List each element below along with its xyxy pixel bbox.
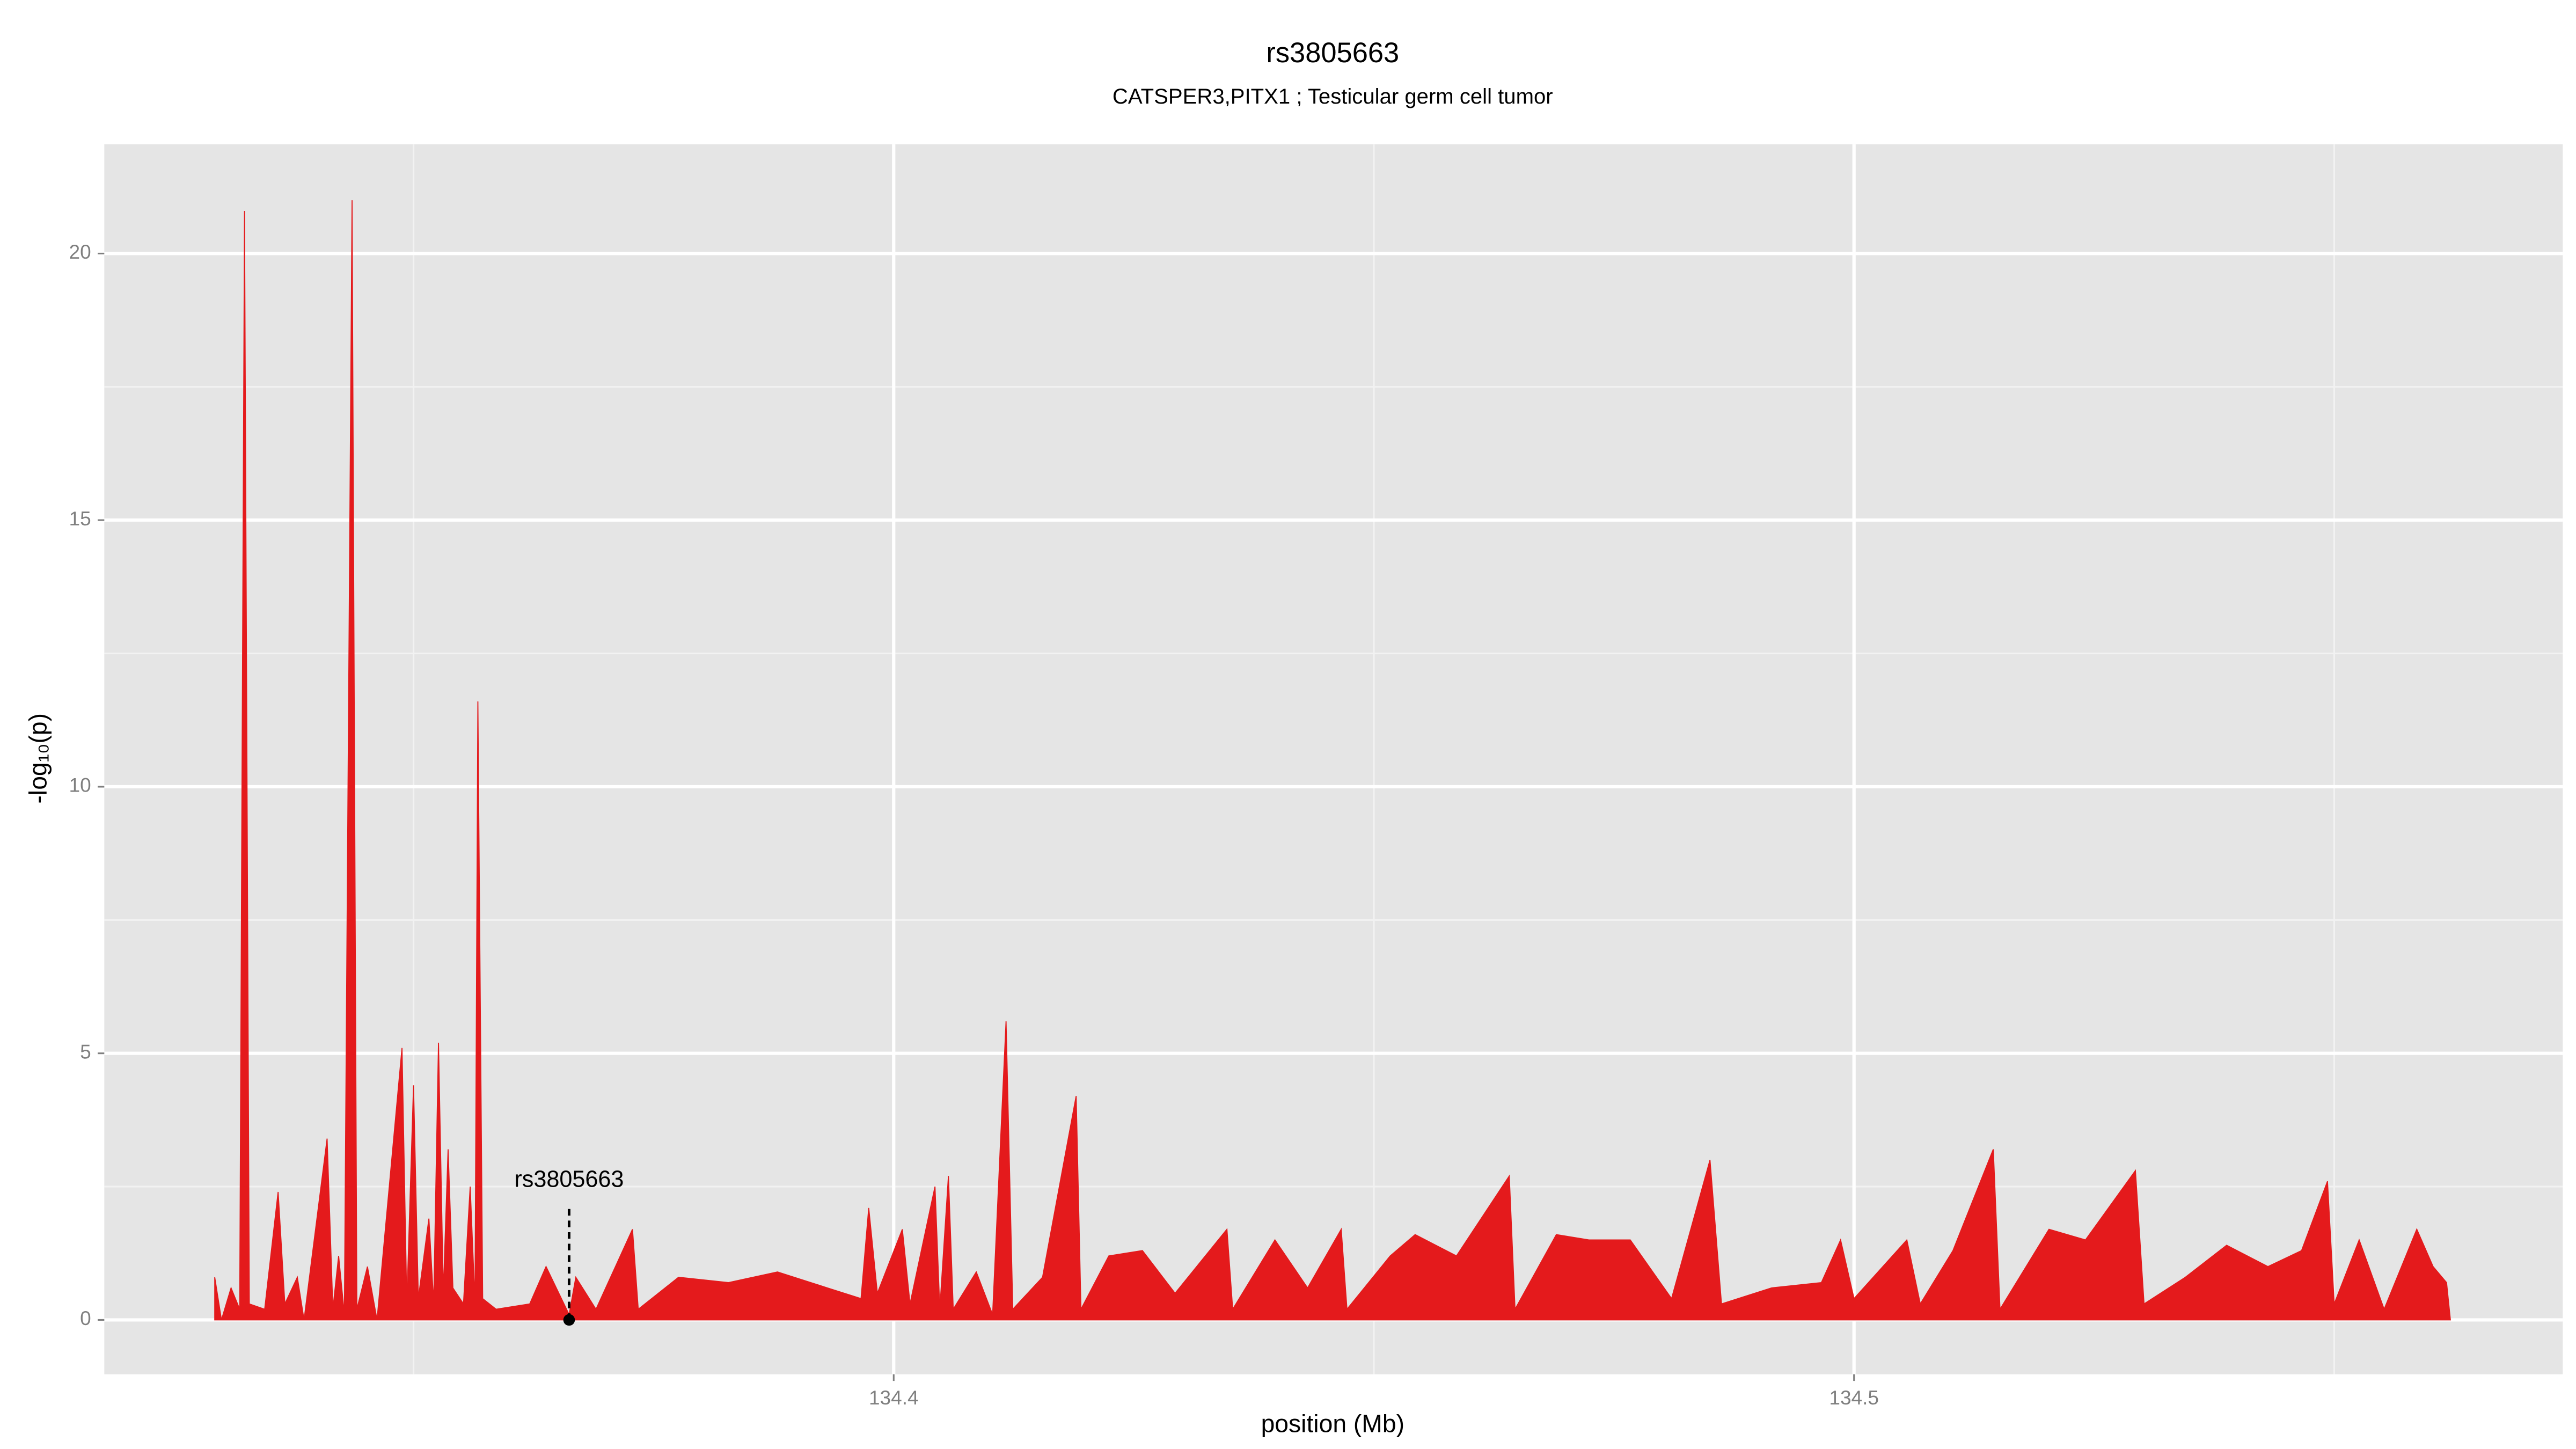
annotation-label: rs3805663 [514, 1167, 624, 1192]
y-axis-title: -log₁₀(p) [24, 713, 52, 804]
chart-title: rs3805663 [1266, 38, 1399, 69]
y-tick-label: 10 [69, 774, 91, 796]
x-tick-label: 134.4 [869, 1386, 919, 1409]
y-tick-label: 20 [69, 240, 91, 263]
y-tick-label: 5 [80, 1040, 91, 1063]
area [214, 200, 2451, 1321]
chart-subtitle: CATSPER3,PITX1 ; Testicular germ cell tu… [1113, 85, 1553, 108]
annotation-point [563, 1314, 575, 1326]
plot-panel [104, 144, 2563, 1374]
y-tick-label: 15 [69, 507, 91, 530]
y-tick-label: 0 [80, 1307, 91, 1329]
x-tick-label: 134.5 [1829, 1386, 1879, 1409]
x-axis-title: position (Mb) [1261, 1410, 1404, 1438]
